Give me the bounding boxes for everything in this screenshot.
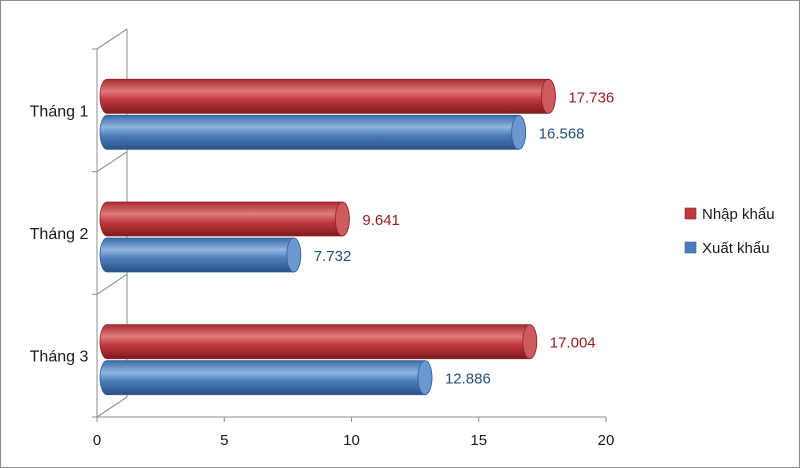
bar-cap (511, 114, 527, 150)
x-tick-label: 20 (598, 432, 615, 449)
bar (99, 324, 538, 360)
bar-cap (522, 324, 538, 360)
bar-cap (286, 237, 302, 273)
data-label: 16.568 (539, 125, 585, 142)
data-label: 17.736 (568, 89, 614, 106)
x-tick-label: 15 (470, 432, 487, 449)
data-label: 7.732 (314, 248, 352, 265)
bar (99, 114, 527, 150)
bar (99, 78, 556, 114)
bar-cap (540, 78, 556, 114)
bar (99, 360, 433, 396)
x-tick-label: 0 (93, 432, 101, 449)
bar (99, 237, 302, 273)
data-label: 9.641 (362, 212, 400, 229)
y-depth-tick (96, 396, 128, 418)
bar (99, 201, 350, 237)
y-depth-tick (96, 151, 128, 173)
data-label: 12.886 (445, 371, 491, 388)
x-tick-label: 10 (343, 432, 360, 449)
x-tick-label: 5 (220, 432, 228, 449)
bar-cap (334, 201, 350, 237)
y-depth-tick (96, 273, 128, 295)
legend-label: Nhập khẩu (702, 206, 775, 223)
data-label: 17.004 (550, 335, 596, 352)
legend-label: Xuất khẩu (702, 240, 770, 257)
labels: 0 5 10 15 20 Tháng 1 17.736 16.568 Tháng 2 9.641 7… (30, 89, 615, 449)
legend-swatch (684, 207, 697, 220)
bars (99, 78, 556, 396)
category-label: Tháng 1 (30, 103, 89, 120)
legend-swatch (684, 241, 697, 254)
legend: Nhập khẩu Xuất khẩu (684, 206, 775, 257)
category-label: Tháng 3 (30, 349, 89, 366)
y-depth-tick (96, 28, 128, 50)
category-label: Tháng 2 (30, 226, 89, 243)
bar-cap (417, 360, 433, 396)
